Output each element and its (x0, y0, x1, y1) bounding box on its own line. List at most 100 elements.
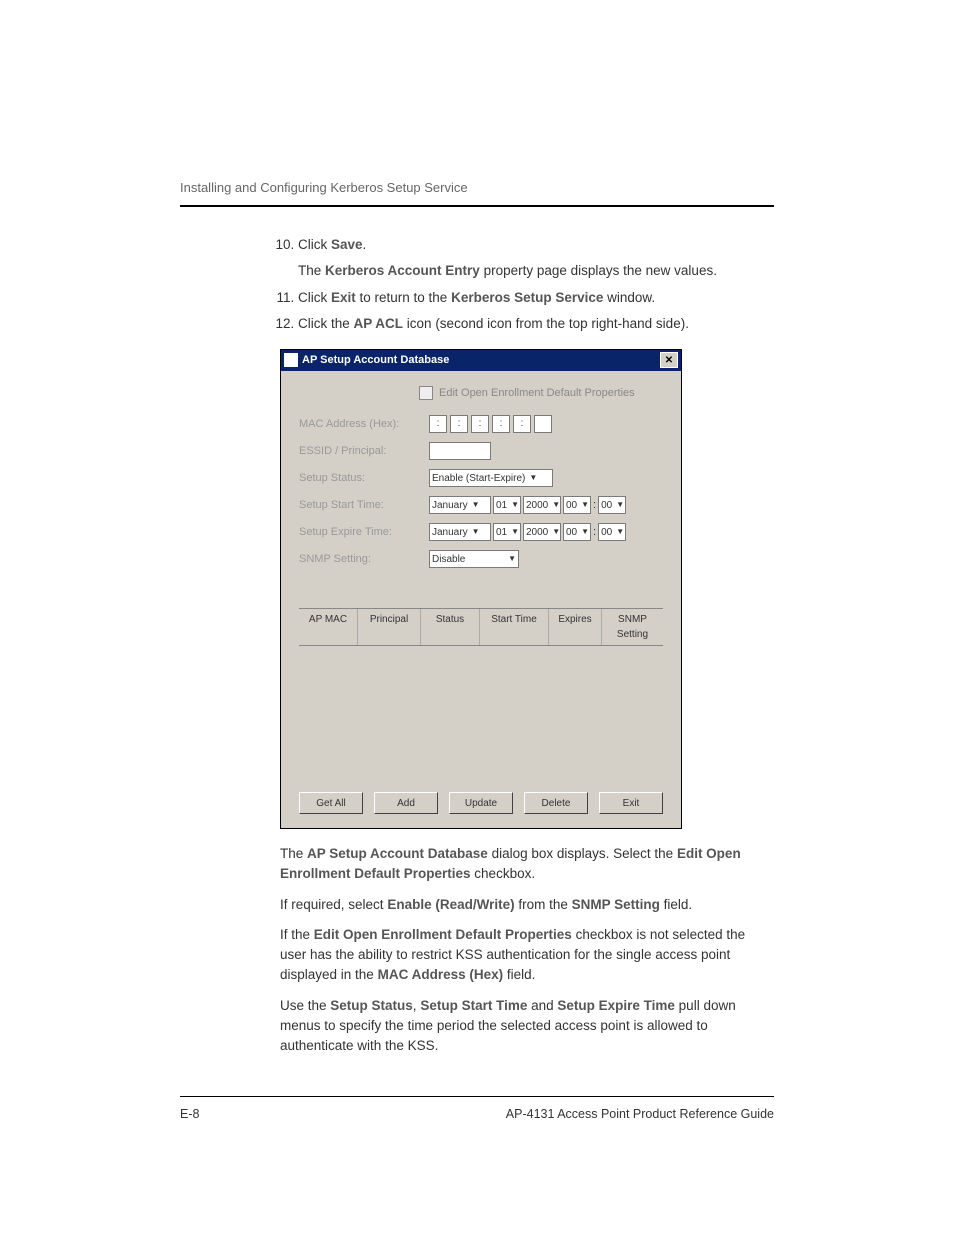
step-11-mid: to return to the (356, 290, 451, 305)
expire-day: 01 (496, 525, 507, 540)
chevron-down-icon: ▼ (511, 526, 519, 538)
chevron-down-icon: ▼ (581, 499, 589, 511)
footer-title: AP-4131 Access Point Product Reference G… (506, 1107, 774, 1121)
step-10: Click Save. The Kerberos Account Entry p… (298, 235, 774, 282)
start-year-dropdown[interactable]: 2000▼ (523, 496, 561, 514)
expire-month-dropdown[interactable]: January ▼ (429, 523, 491, 541)
edit-enrollment-checkbox[interactable] (419, 386, 433, 400)
mac-hex-inputs: : : : : : (429, 415, 552, 433)
p1-mid: dialog box displays. Select the (488, 846, 677, 861)
add-button[interactable]: Add (374, 792, 438, 814)
p3-b2: MAC Address (Hex) (378, 967, 504, 982)
expire-hour: 00 (566, 525, 577, 540)
table-header: AP MAC Principal Status Start Time Expir… (299, 608, 663, 646)
expire-year: 2000 (526, 525, 548, 540)
step-12-apacl: AP ACL (354, 316, 404, 331)
after-dialog-text: The AP Setup Account Database dialog box… (280, 844, 774, 1056)
start-min: 00 (601, 498, 612, 513)
col-expires: Expires (549, 609, 602, 645)
expire-min-dropdown[interactable]: 00▼ (598, 523, 626, 541)
expire-hour-dropdown[interactable]: 00 ▼ (563, 523, 591, 541)
step-10-subpara: The Kerberos Account Entry property page… (298, 261, 774, 281)
hex-input-2[interactable]: : (450, 415, 468, 433)
essid-input[interactable] (429, 442, 491, 460)
getall-button[interactable]: Get All (299, 792, 363, 814)
step-12-pre: Click the (298, 316, 354, 331)
p4-b2: Setup Start Time (420, 998, 527, 1013)
p2-post: field. (660, 897, 692, 912)
time-sep: : (593, 497, 596, 514)
page-footer: E-8 AP-4131 Access Point Product Referen… (180, 1096, 774, 1121)
chevron-down-icon: ▼ (552, 526, 560, 538)
start-hour-dropdown[interactable]: 00 ▼ (563, 496, 591, 514)
app-icon (284, 353, 298, 367)
snmp-dropdown[interactable]: Disable ▼ (429, 550, 519, 568)
start-min-dropdown[interactable]: 00 ▼ (598, 496, 626, 514)
step-10-sub-bold: Kerberos Account Entry (325, 263, 480, 278)
p4-pre: Use the (280, 998, 330, 1013)
expire-day-dropdown[interactable]: 01 ▼ (493, 523, 521, 541)
expire-year-dropdown[interactable]: 2000 ▼ (523, 523, 561, 541)
dialog-title: AP Setup Account Database (302, 352, 449, 369)
hex-input-4[interactable]: : (492, 415, 510, 433)
status-label: Setup Status: (299, 470, 429, 487)
exit-button[interactable]: Exit (599, 792, 663, 814)
snmp-label: SNMP Setting: (299, 551, 429, 568)
col-start: Start Time (480, 609, 549, 645)
start-label: Setup Start Time: (299, 497, 429, 514)
step-11-exit: Exit (331, 290, 356, 305)
snmp-value: Disable (432, 552, 465, 567)
close-icon[interactable]: ✕ (660, 352, 678, 368)
step-10-pre: Click (298, 237, 331, 252)
start-month: January (432, 498, 468, 513)
mac-label: MAC Address (Hex): (299, 416, 429, 433)
col-status: Status (421, 609, 480, 645)
p2-b2: SNMP Setting (572, 897, 660, 912)
essid-label: ESSID / Principal: (299, 443, 429, 460)
p3-pre: If the (280, 927, 314, 942)
step-10-post: . (363, 237, 367, 252)
start-day-dropdown[interactable]: 01▼ (493, 496, 521, 514)
start-month-dropdown[interactable]: January ▼ (429, 496, 491, 514)
start-year: 2000 (526, 498, 548, 513)
p2-mid: from the (515, 897, 572, 912)
start-hour: 00 (566, 498, 577, 513)
ap-setup-dialog: AP Setup Account Database ✕ Edit Open En… (280, 349, 682, 829)
p4-b3: Setup Expire Time (557, 998, 675, 1013)
p3-post: field. (503, 967, 535, 982)
status-value: Enable (Start-Expire) (432, 471, 525, 486)
chevron-down-icon: ▼ (508, 553, 516, 565)
p3-b1: Edit Open Enrollment Default Properties (314, 927, 572, 942)
page-number: E-8 (180, 1107, 199, 1121)
p2-b1: Enable (Read/Write) (387, 897, 514, 912)
update-button[interactable]: Update (449, 792, 513, 814)
status-dropdown[interactable]: Enable (Start-Expire) ▼ (429, 469, 553, 487)
page-header: Installing and Configuring Kerberos Setu… (180, 180, 774, 207)
p1-post: checkbox. (471, 866, 536, 881)
delete-button[interactable]: Delete (524, 792, 588, 814)
time-sep: : (593, 524, 596, 541)
chevron-down-icon: ▼ (529, 472, 537, 484)
step-11-post: window. (603, 290, 655, 305)
expire-min: 00 (601, 525, 612, 540)
chevron-down-icon: ▼ (616, 499, 624, 511)
start-day: 01 (496, 498, 507, 513)
checkbox-row: Edit Open Enrollment Default Properties (419, 385, 663, 402)
step-11-kss: Kerberos Setup Service (451, 290, 603, 305)
chevron-down-icon: ▼ (472, 499, 480, 511)
hex-input-6[interactable] (534, 415, 552, 433)
hex-input-3[interactable]: : (471, 415, 489, 433)
hex-input-5[interactable]: : (513, 415, 531, 433)
p1-b1: AP Setup Account Database (307, 846, 488, 861)
hex-input-1[interactable]: : (429, 415, 447, 433)
expire-month: January (432, 525, 468, 540)
expire-label: Setup Expire Time: (299, 524, 429, 541)
step-10-save: Save (331, 237, 363, 252)
step-10-sub-pre: The (298, 263, 325, 278)
step-11: Click Exit to return to the Kerberos Set… (298, 288, 774, 308)
p4-b1: Setup Status (330, 998, 413, 1013)
col-principal: Principal (358, 609, 421, 645)
chevron-down-icon: ▼ (472, 526, 480, 538)
chevron-down-icon: ▼ (581, 526, 589, 538)
step-12-post: icon (second icon from the top right-han… (403, 316, 689, 331)
